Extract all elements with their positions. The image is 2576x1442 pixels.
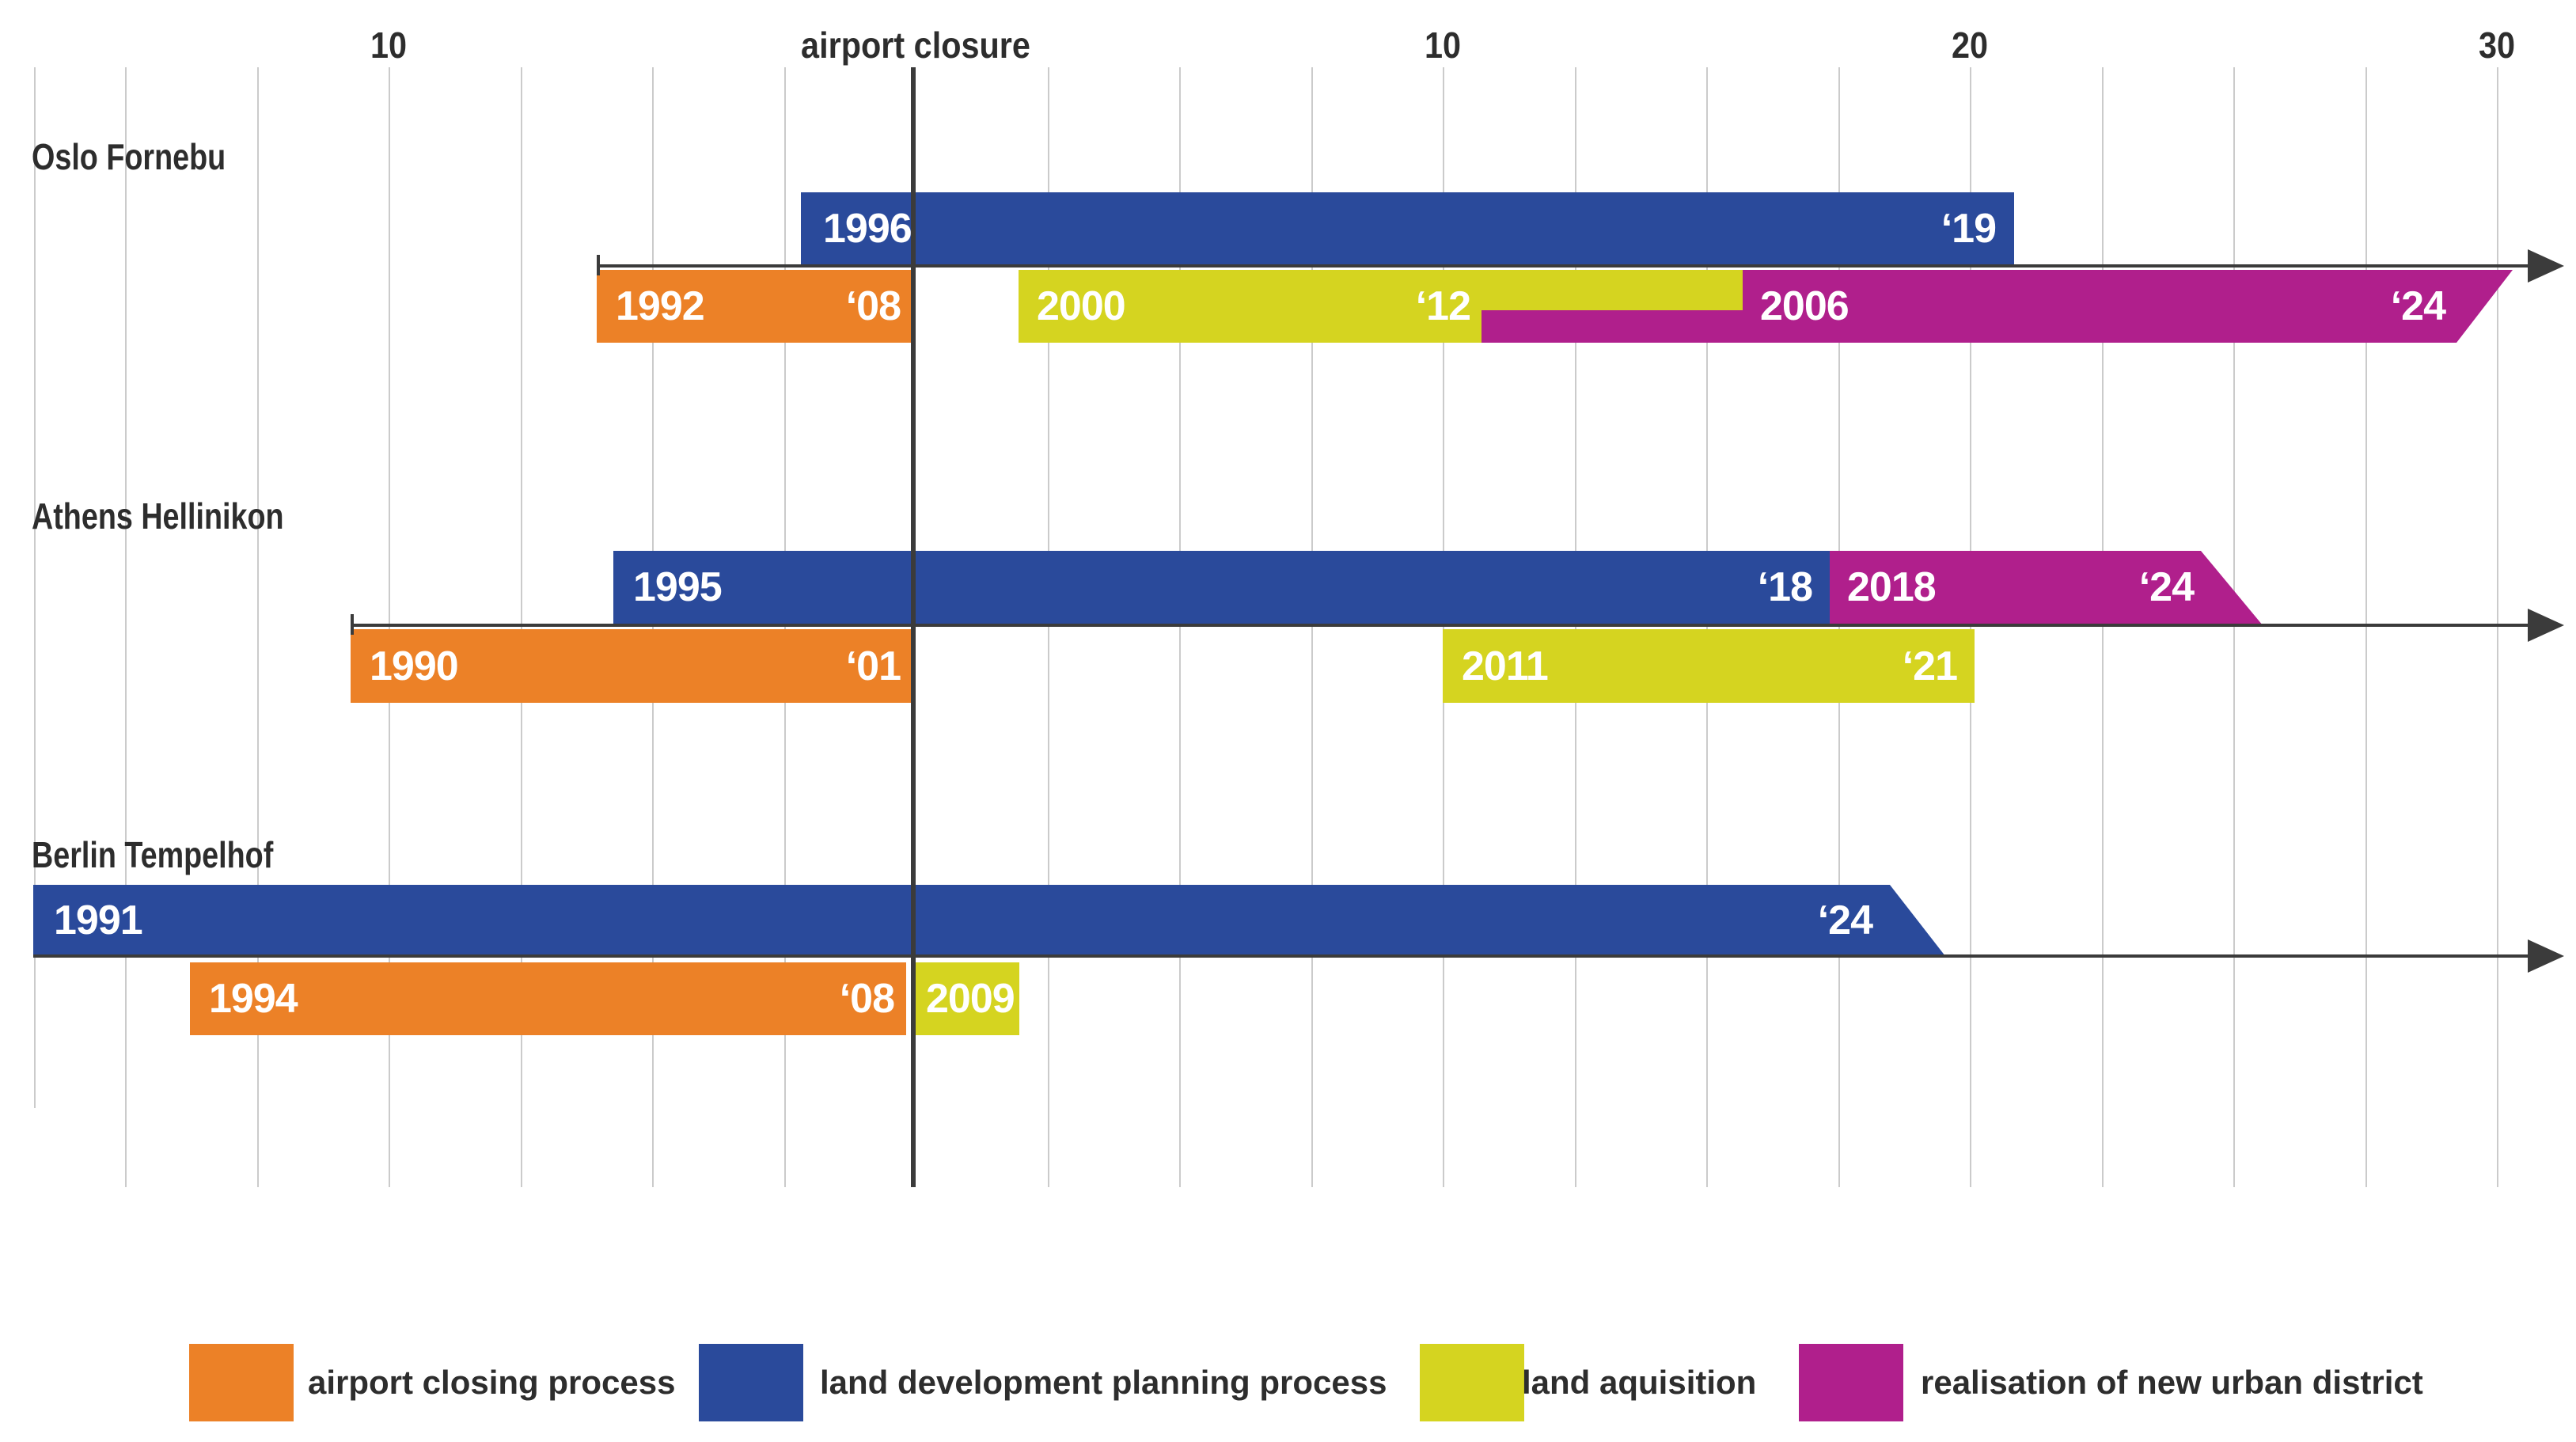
legend-label: realisation of new urban district	[1921, 1364, 2423, 1401]
phase-year-label: 2009	[926, 976, 1015, 1022]
phase-year-label: 1996	[823, 206, 912, 252]
phase-year-label: 1990	[370, 643, 459, 689]
phase-bar-orange	[351, 629, 911, 703]
gridline	[1970, 67, 1971, 1187]
row-label-airport: Oslo Fornebu	[32, 136, 226, 177]
gridline	[783, 67, 786, 1187]
phase-year-label: ‘08	[845, 283, 901, 329]
row-label-airport: Athens Hellinikon	[32, 495, 284, 537]
gridline	[2233, 67, 2235, 1187]
gridline	[1047, 67, 1049, 1187]
phase-year-label: ‘21	[1902, 643, 1958, 689]
gridline	[2497, 67, 2498, 1187]
phase-year-label: ‘24	[2390, 283, 2446, 329]
row-axis-start-tick	[351, 614, 354, 635]
gridline	[389, 67, 390, 1187]
legend-label: airport closing process	[308, 1364, 676, 1401]
row-axis-arrowhead	[2528, 609, 2564, 642]
axis-tick-label: 30	[2478, 25, 2516, 66]
gridline	[1179, 67, 1181, 1187]
gridline	[256, 67, 259, 1187]
phase-year-label: 2006	[1760, 283, 1849, 329]
phase-year-label: ‘01	[845, 643, 901, 689]
airport-closure-line	[911, 67, 916, 1187]
legend-swatch-orange	[189, 1344, 294, 1421]
plot-left-edge-line	[34, 67, 36, 1108]
row-label-airport: Berlin Tempelhof	[32, 834, 274, 875]
phase-year-label: 1992	[616, 283, 705, 329]
phase-year-label: 1991	[54, 897, 143, 943]
gridline	[1574, 67, 1576, 1187]
gridline	[1311, 67, 1313, 1187]
axis-tick-label: 10	[1424, 25, 1462, 66]
gridline	[1838, 67, 1840, 1187]
phase-bar-yellow	[913, 962, 1019, 1035]
legend-label: land development planning process	[820, 1364, 1387, 1401]
phase-year-label: 1995	[633, 564, 723, 610]
phase-year-label: ‘24	[1817, 897, 1873, 943]
gridline	[2365, 67, 2367, 1187]
phase-bar-yellow	[1443, 629, 1975, 703]
row-axis-start-tick	[597, 255, 600, 275]
gridline	[652, 67, 654, 1187]
row-axis-line	[33, 954, 2531, 958]
phase-year-label: ‘19	[1941, 206, 1997, 252]
axis-tick-label: 10	[370, 25, 408, 66]
phase-year-label: ‘24	[2138, 564, 2195, 610]
gridline	[1443, 67, 1444, 1187]
phase-year-label: 2000	[1037, 283, 1126, 329]
gridline	[2101, 67, 2104, 1187]
phase-bar-blue	[613, 551, 1830, 625]
legend-label: land aquisition	[1522, 1364, 1757, 1401]
phase-year-label: 2011	[1462, 643, 1549, 689]
phase-year-label: 2018	[1847, 564, 1937, 610]
gridline	[1706, 67, 1708, 1187]
legend-swatch-yellow	[1420, 1344, 1524, 1421]
axis-tick-label: airport closure	[801, 25, 1030, 66]
phase-year-label: ‘08	[839, 976, 895, 1022]
phase-bar-orange	[190, 962, 906, 1035]
row-axis-arrowhead	[2528, 249, 2564, 283]
phase-bar-orange	[597, 270, 911, 343]
gridline	[520, 67, 522, 1187]
row-axis-line	[351, 624, 2531, 627]
row-axis-arrowhead	[2528, 939, 2564, 973]
phase-bar-magenta	[1830, 551, 2263, 625]
legend-swatch-blue	[699, 1344, 803, 1421]
phase-year-label: 1994	[209, 976, 298, 1022]
phase-year-label: ‘12	[1415, 283, 1471, 329]
gridline	[125, 67, 127, 1187]
phase-bar-blue	[33, 885, 1945, 956]
axis-tick-label: 20	[1951, 25, 1989, 66]
phase-bar-blue	[801, 192, 2014, 266]
phase-year-label: ‘18	[1757, 564, 1813, 610]
legend-swatch-magenta	[1799, 1344, 1903, 1421]
row-axis-line	[597, 264, 2531, 268]
